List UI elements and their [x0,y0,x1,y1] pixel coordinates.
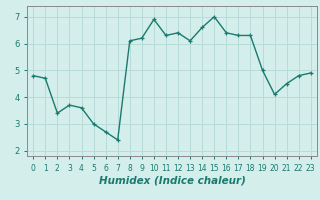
X-axis label: Humidex (Indice chaleur): Humidex (Indice chaleur) [99,175,245,185]
